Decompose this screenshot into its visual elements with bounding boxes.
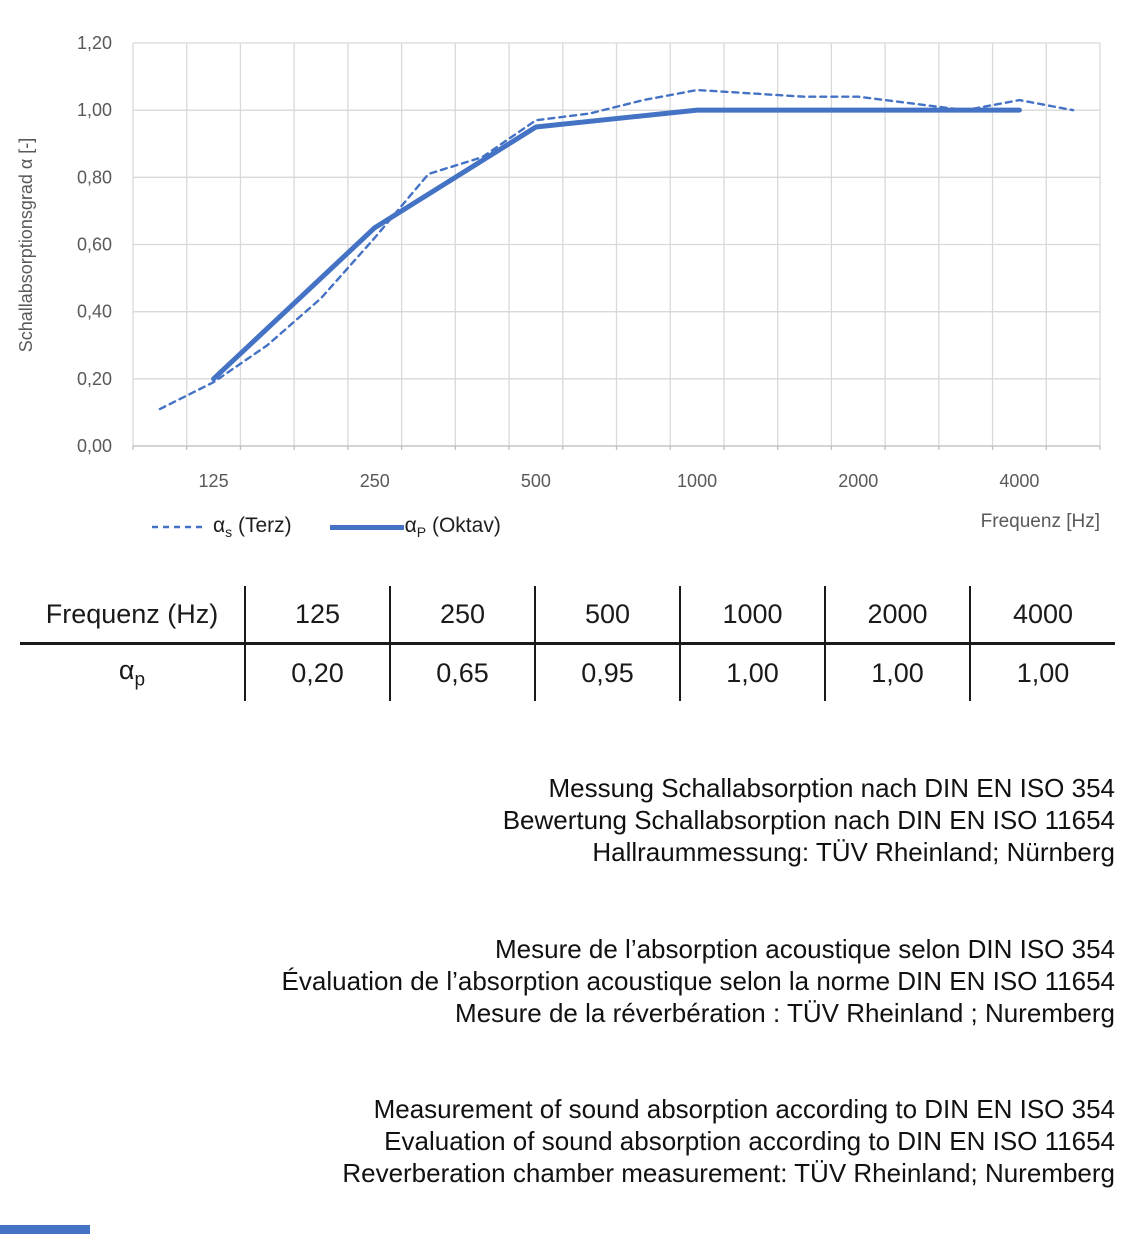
note-french: Mesure de l’absorption acoustique selon … xyxy=(0,933,1115,1029)
note-french-line-2: Évaluation de l’absorption acoustique se… xyxy=(281,966,1115,996)
x-axis-title: Frequenz [Hz] xyxy=(981,511,1100,532)
absorption-chart-svg: 0,00 0,20 0,40 0,60 0,80 1,00 1,20 125 250 500 100… xyxy=(16,33,1101,532)
table-value-2000: 1,00 xyxy=(824,643,970,701)
svg-text:0,60: 0,60 xyxy=(77,235,112,255)
table-header-1000: 1000 xyxy=(679,586,825,645)
series-line-terz xyxy=(158,88,1075,411)
svg-text:2000: 2000 xyxy=(838,471,878,491)
note-english: Measurement of sound absorption accordin… xyxy=(0,1093,1115,1189)
note-german-line-3: Hallraummessung: TÜV Rheinland; Nürnberg xyxy=(592,837,1115,867)
svg-text:0,00: 0,00 xyxy=(77,436,112,456)
gridlines-vertical xyxy=(132,43,1101,450)
table-header-row: Frequenz (Hz) 125 250 500 1000 2000 4000 xyxy=(20,586,1115,645)
y-axis-tick-labels: 0,00 0,20 0,40 0,60 0,80 1,00 1,20 xyxy=(77,33,112,456)
svg-text:0,80: 0,80 xyxy=(77,167,112,187)
svg-text:125: 125 xyxy=(199,471,229,491)
legend-item-oktav: αP (Oktav) xyxy=(329,514,501,541)
table-header-250: 250 xyxy=(389,586,535,645)
table-header-2000: 2000 xyxy=(824,586,970,645)
table-value-4000: 1,00 xyxy=(969,643,1115,701)
svg-text:1,00: 1,00 xyxy=(77,100,112,120)
note-german-line-1: Messung Schallabsorption nach DIN EN ISO… xyxy=(548,773,1115,803)
series-line-oktav xyxy=(211,107,1022,382)
note-english-line-2: Evaluation of sound absorption according… xyxy=(384,1126,1115,1156)
table-value-250: 0,65 xyxy=(389,643,535,701)
dashed-line-sample-icon xyxy=(152,525,204,529)
note-french-line-3: Mesure de la réverbération : TÜV Rheinla… xyxy=(455,998,1115,1028)
legend-item-terz: αs (Terz) xyxy=(152,514,292,540)
table-value-row: αp 0,20 0,65 0,95 1,00 1,00 1,00 xyxy=(20,643,1115,701)
table-row-label-alpha-p: αp xyxy=(118,654,146,691)
table-header-4000: 4000 xyxy=(969,586,1115,645)
legend-label-oktav: αP (Oktav) xyxy=(404,514,501,541)
x-axis-tick-labels: 125 250 500 1000 2000 4000 xyxy=(199,471,1040,491)
note-english-line-3: Reverberation chamber measurement: TÜV R… xyxy=(342,1158,1115,1188)
legend-label-terz: αs (Terz) xyxy=(213,514,292,541)
svg-text:500: 500 xyxy=(521,471,551,491)
svg-text:4000: 4000 xyxy=(999,471,1039,491)
table-value-500: 0,95 xyxy=(534,643,680,701)
footer-accent-bar xyxy=(0,1225,90,1234)
note-english-line-1: Measurement of sound absorption accordin… xyxy=(373,1094,1115,1124)
note-german-line-2: Bewertung Schallabsorption nach DIN EN I… xyxy=(502,805,1115,835)
solid-line-sample-icon xyxy=(329,524,404,530)
table-value-1000: 1,00 xyxy=(679,643,825,701)
note-french-line-1: Mesure de l’absorption acoustique selon … xyxy=(494,934,1115,964)
svg-text:0,40: 0,40 xyxy=(77,302,112,322)
y-axis-title: Schallabsorptionsgrad α [-] xyxy=(16,138,36,353)
absorption-values-table: Frequenz (Hz) 125 250 500 1000 2000 4000… xyxy=(20,586,1115,701)
table-header-500: 500 xyxy=(534,586,680,645)
svg-text:1,20: 1,20 xyxy=(77,33,112,53)
svg-text:1000: 1000 xyxy=(677,471,717,491)
svg-text:0,20: 0,20 xyxy=(77,369,112,389)
note-german: Messung Schallabsorption nach DIN EN ISO… xyxy=(0,772,1115,868)
table-value-125: 0,20 xyxy=(244,643,390,701)
absorption-chart: 0,00 0,20 0,40 0,60 0,80 1,00 1,20 125 250 500 100… xyxy=(0,0,1135,565)
svg-text:250: 250 xyxy=(360,471,390,491)
chart-legend: αs (Terz) αP (Oktav) xyxy=(152,514,501,540)
table-header-frequency: Frequenz (Hz) xyxy=(20,586,245,645)
table-header-125: 125 xyxy=(244,586,390,645)
